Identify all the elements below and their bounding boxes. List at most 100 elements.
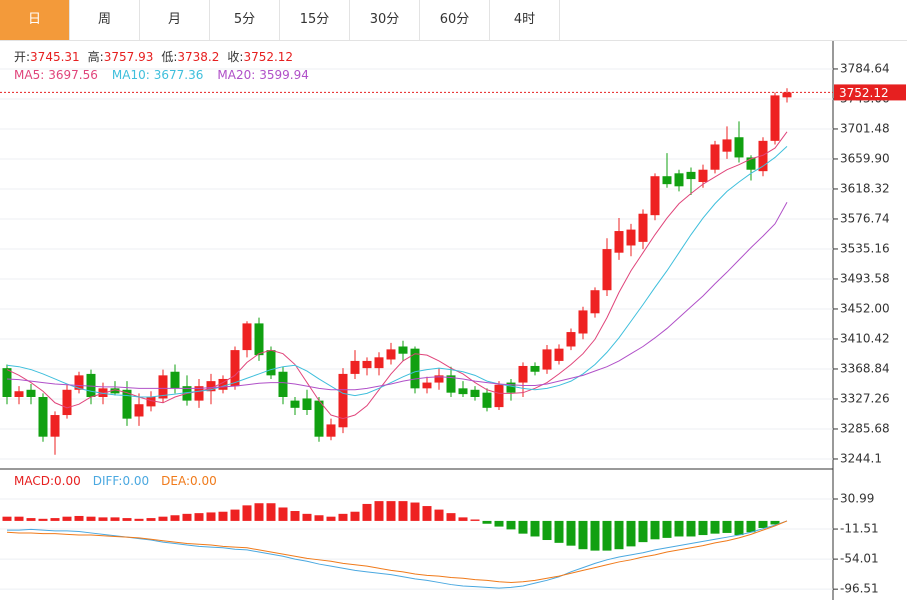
period-tab[interactable]: 周 [70,0,140,40]
macd-bar [110,517,120,521]
period-tab[interactable]: 日 [0,0,70,40]
macd-bar [194,513,204,521]
period-tab[interactable]: 30分 [350,0,420,40]
candle-body [122,389,132,419]
legend-text: 0.00 [54,474,81,488]
macd-bar [470,519,480,521]
candle-body [446,375,456,393]
macd-bar [182,513,192,521]
macd-bar [578,520,588,550]
candle-body [242,323,252,351]
candle-body [326,424,336,437]
candle-body [530,365,540,372]
candle-body [614,231,624,253]
macd-bar [386,501,396,521]
candle-body [62,389,72,416]
candle-body [110,388,120,394]
macd-bar [38,518,48,521]
y-tick-label: 3701.48 [840,121,890,135]
macd-bar [710,520,720,534]
period-tab[interactable]: 月 [140,0,210,40]
macd-bar [494,520,504,527]
macd-bar [518,520,528,534]
candle-body [662,176,672,185]
macd-bar [26,518,36,521]
legend-text: MA20: [217,68,255,82]
y-tick-label: 3244.1 [840,451,882,465]
macd-line [7,520,788,589]
candle-body [554,348,564,361]
legend: 开:3745.31 高:3757.93 低:3738.2 收:3752.12 [14,49,293,64]
legend: MACD:0.00 DIFF:0.00 DEA:0.00 [14,474,217,488]
candle-body [230,350,240,387]
candle-body [350,360,360,374]
macd-bar [74,515,84,521]
macd-bar [554,520,564,543]
candle-body [2,368,12,397]
candle-body [98,388,108,397]
period-tab[interactable]: 15分 [280,0,350,40]
candle-body [590,290,600,314]
candle-body [278,371,288,397]
candle-body [338,373,348,428]
y-tick-label: 3535.16 [840,241,890,255]
candle-body [578,310,588,334]
macd-bar [482,520,492,524]
macd-bar [98,517,108,521]
macd-bar [722,520,732,533]
period-tabs: 日周月 5分 15分 30分 60分 4时 [0,0,907,41]
candle-body [674,173,684,187]
legend-text: 开: [14,50,30,64]
candle-body [14,391,24,397]
macd-bar [542,520,552,541]
macd-bar [662,520,672,538]
macd-bar [362,503,372,521]
candle-body [782,92,792,98]
macd-bar [50,518,60,521]
candle-body [698,169,708,182]
candle-body [518,365,528,383]
candle-body [770,95,780,141]
macd-bar [614,520,624,550]
macd-bar [326,516,336,521]
candle-body [38,397,48,437]
y-tick-label: 3493.58 [840,271,890,285]
candle-body [386,349,396,360]
macd-bar [698,520,708,536]
y-tick-label: 3618.32 [840,181,890,195]
period-tab[interactable]: 4时 [490,0,560,40]
candle-body [398,346,408,354]
y-tick-label: -96.51 [840,582,879,596]
candle-body [482,392,492,408]
candle-body [458,388,468,395]
y-tick-label: 30.99 [840,492,874,506]
period-tab[interactable]: 5分 [210,0,280,40]
macd-bar [338,513,348,521]
candle-body [302,398,312,410]
macd-bar [14,516,24,521]
candle-body [146,397,156,407]
period-tab[interactable]: 60分 [420,0,490,40]
macd-bar [398,501,408,521]
macd-bar [506,520,516,530]
macd-bar [626,520,636,547]
legend-text: 3757.93 [104,50,154,64]
y-tick-label: 3784.64 [840,61,890,75]
candle-body [506,382,516,393]
macd-bar [374,501,384,521]
macd-bar [638,520,648,543]
macd-bar [146,518,156,521]
candle-body [158,375,168,399]
legend-text: MA5: [14,68,44,82]
candle-body [314,400,324,437]
macd-bar [686,520,696,537]
macd-bar [410,502,420,521]
macd-bar [254,503,264,521]
macd-bar [446,513,456,521]
macd-bar [158,516,168,521]
macd-bar [230,509,240,521]
macd-bar [134,518,144,521]
macd-bar [290,511,300,521]
y-tick-label: 3368.84 [840,361,890,375]
